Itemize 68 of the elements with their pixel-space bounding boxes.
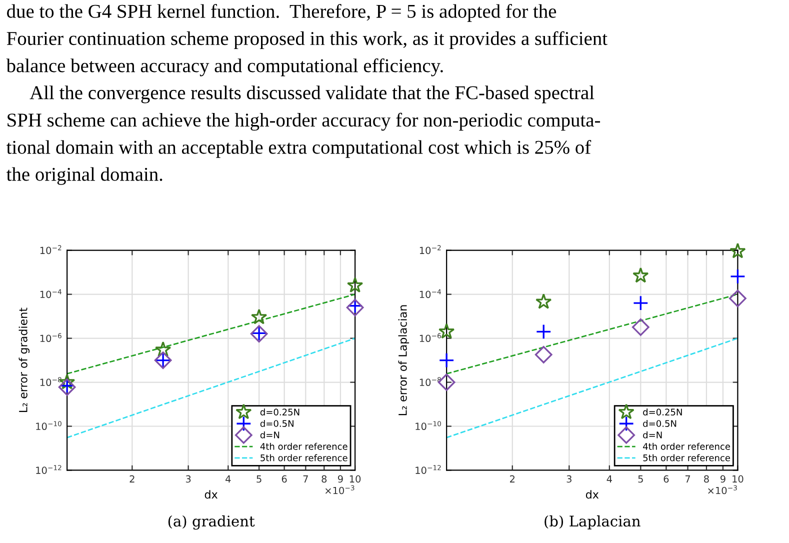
x-tick-label: 3 <box>566 475 572 483</box>
y-tick-label: 10$^{−6}$ <box>420 333 441 342</box>
point <box>536 293 552 309</box>
point <box>632 318 650 336</box>
text: tional domain with an acceptable extra computational cost which is 25% of <box>6 140 592 158</box>
y-tick-label: 10$^{−6}$ <box>40 333 62 342</box>
point <box>536 324 552 340</box>
x-tick-label: 2 <box>130 475 134 482</box>
point <box>250 308 268 324</box>
x-tick-label: 2 <box>510 475 514 482</box>
point <box>730 268 746 284</box>
y-tick-label: 10$^{−2}$ <box>420 245 441 254</box>
legend-label: 4th order reference <box>643 442 730 450</box>
x-tick-label: 4 <box>606 475 612 482</box>
point <box>346 277 364 293</box>
text: (b) Laplacian <box>544 515 640 530</box>
x-tick-label: 3 <box>186 475 191 483</box>
text: balance between accuracy and computational efficiency. <box>6 58 443 76</box>
x-tick-label: 9 <box>338 475 343 483</box>
legend-label: d=N <box>260 431 280 438</box>
y-axis-title: L₂ error of Laplacian <box>398 305 410 416</box>
x-tick-label: 7 <box>685 475 690 482</box>
x-tick-label: 8 <box>322 475 327 483</box>
y-tick-label: 10$^{−12}$ <box>36 465 62 474</box>
point <box>730 242 746 258</box>
y-tick-label: 10$^{−10}$ <box>416 421 441 430</box>
text: Fourier continuation scheme proposed in this work, as it provides a sufficient <box>6 31 608 50</box>
legend-label: d=N <box>643 431 662 438</box>
text: the original domain. <box>6 167 162 185</box>
point <box>632 267 649 283</box>
legend-label: 4th order reference <box>260 442 348 450</box>
x-axis-title: dx <box>586 490 599 499</box>
point <box>632 295 648 311</box>
text: (a) gradient <box>168 515 255 530</box>
x-tick-label: 6 <box>664 475 669 483</box>
point <box>154 341 172 357</box>
x-tick-label: 10 <box>350 475 361 483</box>
x-axis-title: dx <box>204 490 218 499</box>
legend-label: d=0.25N <box>643 408 682 416</box>
text: ×10$^{−3}$ <box>708 485 737 494</box>
x-tick-label: 7 <box>303 475 308 482</box>
y-tick-label: 10$^{−2}$ <box>40 245 62 254</box>
text: SPH scheme can achieve the high-order accuracy for non-periodic computa- <box>8 112 600 131</box>
legend-label: 5th order reference <box>260 454 348 462</box>
text: due to the G4 SPH kernel function. Therefore, P = 5 is adopted for the <box>7 4 556 22</box>
legend-label: 5th order reference <box>643 454 730 462</box>
point <box>438 352 454 368</box>
y-axis-title: L₂ error of gradient <box>18 308 30 412</box>
point <box>729 290 746 308</box>
x-tick-label: 5 <box>638 475 643 483</box>
y-tick-label: 10$^{−12}$ <box>416 465 441 474</box>
y-tick-label: 10$^{−10}$ <box>36 421 62 430</box>
point <box>534 346 552 364</box>
y-tick-label: 10$^{−4}$ <box>420 289 441 298</box>
x-tick-label: 8 <box>704 475 709 483</box>
line-series <box>446 338 738 438</box>
x-tick-label: 5 <box>256 475 262 483</box>
x-tick-label: 6 <box>282 475 287 483</box>
text: ×10$^{−3}$ <box>325 485 354 494</box>
legend-label: d=0.5N <box>643 420 676 427</box>
text: All the convergence results discussed validate that the FC-based spectral <box>30 86 594 104</box>
x-tick-label: 9 <box>720 475 726 483</box>
x-tick-label: 10 <box>732 475 744 483</box>
x-tick-label: 4 <box>226 475 231 482</box>
legend-label: d=0.5N <box>260 420 294 427</box>
line-series <box>67 338 356 438</box>
y-tick-label: 10$^{−4}$ <box>40 289 62 298</box>
legend-label: d=0.25N <box>260 408 300 416</box>
